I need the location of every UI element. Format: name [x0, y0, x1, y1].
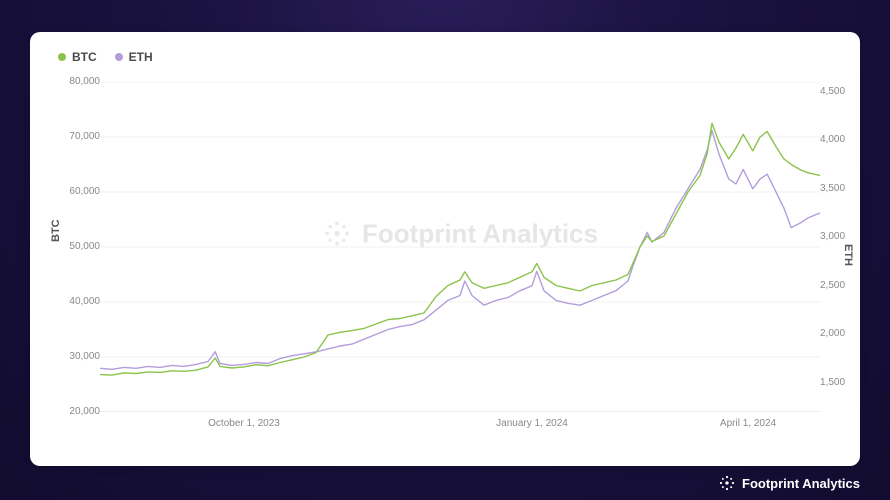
- chart-svg: [100, 82, 820, 412]
- y-tick-right: 2,000: [820, 329, 870, 339]
- y-tick-right: 4,000: [820, 135, 870, 145]
- legend: BTC ETH: [58, 50, 153, 64]
- x-tick: January 1, 2024: [496, 418, 568, 429]
- legend-dot-btc: [58, 53, 66, 61]
- y-tick-right: 1,500: [820, 378, 870, 388]
- x-tick: October 1, 2023: [208, 418, 280, 429]
- y-tick-right: 3,000: [820, 232, 870, 242]
- legend-dot-eth: [115, 53, 123, 61]
- legend-label-eth: ETH: [129, 50, 153, 64]
- page-background: BTC ETH BTC ETH 20,00030,00040,00050,000…: [0, 0, 890, 500]
- y-tick-right: 2,500: [820, 281, 870, 291]
- y-tick-left: 50,000: [50, 242, 100, 252]
- x-ticks: October 1, 2023 January 1, 2024 April 1, 2…: [100, 418, 820, 438]
- footer-brand-icon: [718, 474, 736, 492]
- legend-item-btc[interactable]: BTC: [58, 50, 97, 64]
- y-tick-left: 80,000: [50, 77, 100, 87]
- chart-plot-area: 20,00030,00040,00050,00060,00070,00080,0…: [100, 82, 820, 412]
- legend-label-btc: BTC: [72, 50, 97, 64]
- y-tick-left: 20,000: [50, 407, 100, 417]
- footer-brand: Footprint Analytics: [718, 474, 860, 492]
- chart-card: BTC ETH BTC ETH 20,00030,00040,00050,000…: [30, 32, 860, 466]
- x-tick: April 1, 2024: [720, 418, 776, 429]
- legend-item-eth[interactable]: ETH: [115, 50, 153, 64]
- y-tick-right: 4,500: [820, 87, 870, 97]
- y-tick-left: 30,000: [50, 352, 100, 362]
- y-tick-left: 60,000: [50, 187, 100, 197]
- y-tick-left: 70,000: [50, 132, 100, 142]
- y-axis-label-left: BTC: [50, 219, 62, 242]
- y-axis-label-right: ETH: [842, 244, 854, 266]
- y-tick-right: 3,500: [820, 184, 870, 194]
- footer-brand-text: Footprint Analytics: [742, 476, 860, 491]
- y-tick-left: 40,000: [50, 297, 100, 307]
